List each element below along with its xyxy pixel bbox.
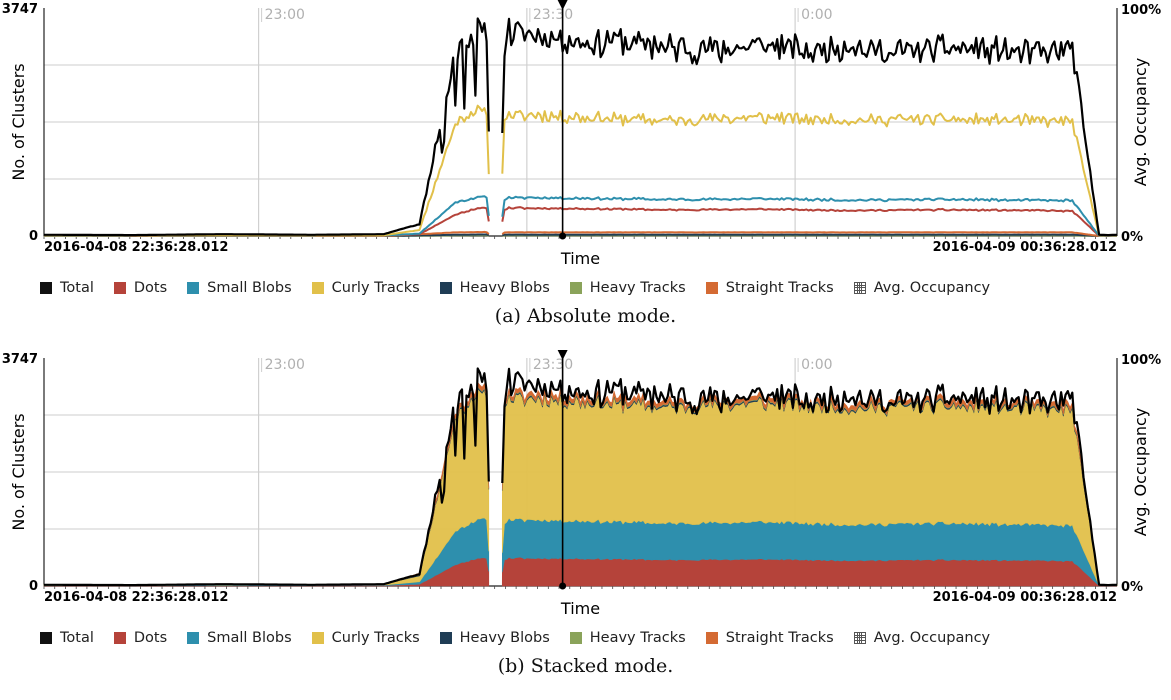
chart-stacked: 23:00 23:30 0:00 3747 0 100% 0% No. of Clusters…	[2, 350, 1161, 618]
series-line-total	[44, 17, 1118, 237]
x-tick-label: 0:00	[801, 357, 832, 373]
y2-tick-max: 100%	[1121, 353, 1161, 368]
legend-label: Straight Tracks	[725, 280, 834, 296]
legend-item-heavy-blobs[interactable]: Heavy Blobs	[439, 630, 550, 646]
y2-tick-min: 0%	[1121, 230, 1143, 245]
legend-label: Dots	[133, 630, 168, 646]
chart-legend: Total Dots Small Blobs Curly Tracks Heavy Bl…	[40, 275, 1010, 301]
legend-swatch	[705, 282, 718, 294]
legend-swatch	[113, 632, 126, 644]
legend-label: Heavy Tracks	[589, 280, 686, 296]
legend-label: Small Blobs	[207, 630, 292, 646]
legend-swatch	[187, 282, 200, 294]
caption-absolute: (a) Absolute mode.	[494, 305, 677, 327]
x-tick-label: 23:30	[533, 7, 573, 23]
chart-absolute: 23:00 23:30 0:00 3747 0 100% 0% No. of Clusters…	[2, 0, 1161, 268]
y2-tick-max: 100%	[1121, 3, 1161, 18]
legend-item-curly-tracks[interactable]: Curly Tracks	[311, 630, 420, 646]
series-line-curly-tracks	[44, 104, 1117, 237]
legend-item-avg-occupancy[interactable]: Avg. Occupancy	[853, 630, 991, 646]
legend-swatch	[439, 632, 452, 644]
legend-swatch	[40, 632, 52, 644]
legend-item-total[interactable]: Total	[40, 630, 94, 646]
y-tick-max: 3747	[2, 352, 38, 367]
legend-label: Dots	[133, 280, 168, 296]
grid	[44, 8, 1117, 236]
series-line-small-blobs	[44, 195, 1117, 237]
legend-swatch	[40, 282, 52, 294]
legend-item-small-blobs[interactable]: Small Blobs	[187, 280, 292, 296]
legend-swatch	[439, 282, 452, 294]
legend-item-straight-tracks[interactable]: Straight Tracks	[705, 280, 834, 296]
legend-label: Heavy Blobs	[459, 630, 550, 646]
legend-item-total[interactable]: Total	[40, 280, 94, 296]
time-cursor-dot	[559, 232, 567, 240]
legend-label: Small Blobs	[207, 280, 292, 296]
legend-item-straight-tracks[interactable]: Straight Tracks	[705, 630, 834, 646]
legend-item-heavy-tracks[interactable]: Heavy Tracks	[569, 630, 686, 646]
legend-item-curly-tracks[interactable]: Curly Tracks	[311, 280, 420, 296]
y2-axis-title: Avg. Occupancy	[1131, 58, 1150, 187]
x-start-label: 2016-04-08 22:36:28.012	[44, 590, 228, 605]
legend-label: Total	[60, 280, 94, 296]
chart-panel-absolute: 23:00 23:30 0:00 3747 0 100% 0% No. of Clusters…	[2, 0, 1161, 327]
chart-legend: Total Dots Small Blobs Curly Tracks Heavy Bl…	[40, 625, 1010, 651]
legend-item-heavy-tracks[interactable]: Heavy Tracks	[569, 280, 686, 296]
x-start-label: 2016-04-08 22:36:28.012	[44, 240, 228, 255]
x-axis-title: Time	[560, 599, 600, 618]
legend-item-dots[interactable]: Dots	[113, 280, 168, 296]
legend-swatch	[569, 282, 582, 294]
caption-stacked: (b) Stacked mode.	[497, 655, 674, 677]
x-tick-label: 0:00	[801, 7, 832, 23]
legend-item-avg-occupancy[interactable]: Avg. Occupancy	[853, 280, 991, 296]
x-tick-label: 23:30	[533, 357, 573, 373]
y2-axis-title: Avg. Occupancy	[1131, 408, 1150, 537]
legend-swatch	[311, 632, 324, 644]
legend-label: Curly Tracks	[331, 630, 420, 646]
legend-label: Total	[60, 630, 94, 646]
chart-panel-stacked: 23:00 23:30 0:00 3747 0 100% 0% No. of Clusters…	[0, 350, 1171, 700]
x-end-label: 2016-04-09 00:36:28.012	[933, 590, 1117, 605]
legend-item-small-blobs[interactable]: Small Blobs	[187, 630, 292, 646]
series-area-dots	[43, 556, 1118, 587]
time-cursor-dot	[559, 582, 567, 590]
legend-label: Avg. Occupancy	[873, 280, 991, 296]
legend-swatch	[113, 282, 126, 294]
series-group	[43, 367, 1118, 587]
y-axis-title: No. of Clusters	[9, 413, 28, 530]
legend-label: Avg. Occupancy	[873, 630, 991, 646]
legend-swatch	[311, 282, 324, 294]
y-tick-min: 0	[29, 579, 38, 594]
grid-icon	[853, 282, 866, 294]
time-cursor-handle	[557, 350, 568, 360]
legend-swatch	[569, 632, 582, 644]
x-tick-label: 23:00	[265, 7, 305, 23]
legend-label: Heavy Blobs	[459, 280, 550, 296]
series-group	[44, 17, 1118, 237]
x-axis-title: Time	[560, 249, 600, 268]
legend-label: Straight Tracks	[725, 630, 834, 646]
grid-icon	[853, 632, 866, 644]
time-cursor-handle	[557, 0, 568, 10]
legend-swatch	[705, 632, 718, 644]
legend-item-heavy-blobs[interactable]: Heavy Blobs	[439, 280, 550, 296]
x-tick-label: 23:00	[265, 357, 305, 373]
y-tick-min: 0	[29, 229, 38, 244]
series-line-total	[44, 367, 1118, 587]
legend-label: Curly Tracks	[331, 280, 420, 296]
x-end-label: 2016-04-09 00:36:28.012	[933, 240, 1117, 255]
legend-label: Heavy Tracks	[589, 630, 686, 646]
y-axis-title: No. of Clusters	[9, 63, 28, 180]
legend-swatch	[187, 632, 200, 644]
legend-item-dots[interactable]: Dots	[113, 630, 168, 646]
y2-tick-min: 0%	[1121, 580, 1143, 595]
y-tick-max: 3747	[2, 2, 38, 17]
